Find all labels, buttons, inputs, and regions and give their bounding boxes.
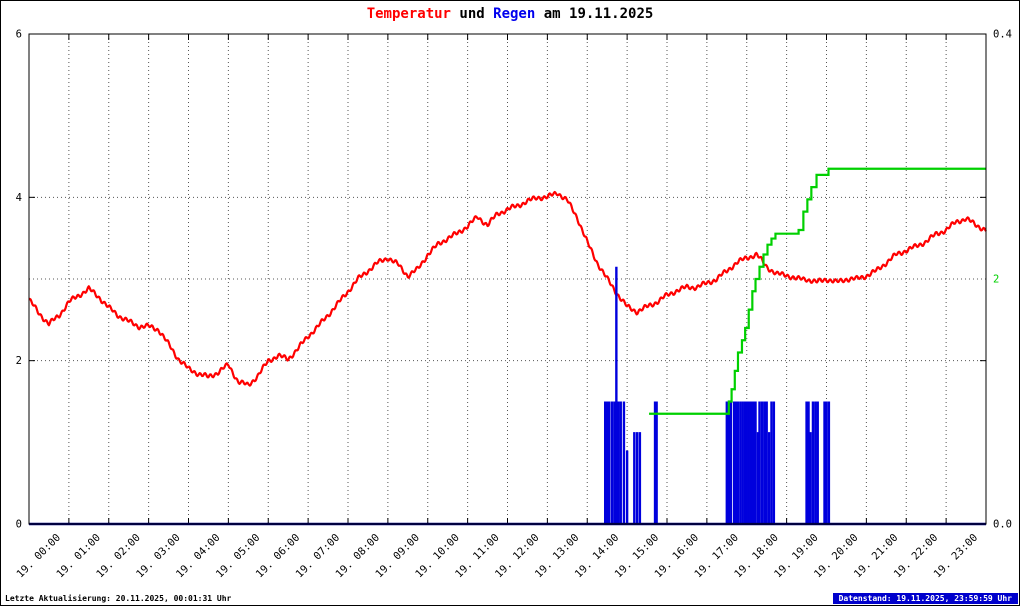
- last-update-text: Letzte Aktualisierung: 20.11.2025, 00:01…: [5, 594, 232, 603]
- rain-bar: [619, 401, 622, 524]
- rain-bar: [655, 401, 658, 524]
- rain-bar: [603, 401, 607, 524]
- rain-bar: [734, 401, 738, 524]
- rain-bar: [741, 401, 744, 524]
- y-left-label: 4: [16, 192, 22, 204]
- rain-bar: [825, 401, 828, 524]
- rain-bar: [763, 401, 766, 524]
- rain-bar: [725, 401, 729, 524]
- rain-bar: [638, 432, 642, 524]
- rain-bar: [751, 401, 754, 524]
- rain-bar: [727, 401, 731, 524]
- data-timestamp-badge: Datenstand: 19.11.2025, 23:59:59 Uhr: [832, 593, 1018, 604]
- rain-bar: [765, 401, 768, 524]
- rain-bar: [613, 401, 616, 524]
- rain-bar: [767, 432, 771, 524]
- rain-bar: [610, 401, 614, 524]
- rain-bar: [622, 401, 626, 524]
- title-date: am 19.11.2025: [535, 6, 654, 22]
- y-right-rain-label: 0.4: [993, 29, 1012, 41]
- rain-bar: [653, 401, 657, 524]
- y-left-label: 2: [16, 355, 22, 367]
- rain-bar: [823, 401, 826, 524]
- rain-bar: [732, 401, 736, 524]
- rain-bar: [607, 401, 611, 524]
- rain-bar: [729, 401, 732, 524]
- rain-bar: [635, 432, 639, 524]
- rain-bar: [625, 450, 629, 524]
- rain-bar: [745, 401, 748, 524]
- rain-bar: [760, 401, 764, 524]
- rain-bar: [615, 266, 618, 524]
- rain-sum-line: [649, 167, 986, 415]
- title-und: und: [450, 6, 494, 22]
- rain-bar: [811, 401, 815, 524]
- rain-bar: [736, 401, 740, 524]
- rain-bar: [747, 401, 750, 524]
- rain-bar: [772, 401, 776, 524]
- rain-bar: [617, 401, 620, 524]
- rain-bar: [633, 432, 636, 524]
- rain-bar: [752, 401, 756, 524]
- rain-bar: [770, 401, 773, 524]
- rain-bar: [827, 401, 831, 524]
- temperature-line: [28, 190, 987, 387]
- rain-bar: [809, 432, 812, 524]
- plot-border: [28, 33, 987, 525]
- rain-bar: [754, 401, 757, 524]
- title-regen: Regen: [493, 6, 536, 22]
- rain-bar: [805, 401, 808, 524]
- rain-bar: [739, 401, 742, 524]
- chart-title: Temperatur und Regen am 19.11.2025: [1, 6, 1019, 22]
- y-right-rain-label: 0.0: [993, 519, 1012, 531]
- rain-bar: [758, 401, 761, 524]
- rain-bar: [816, 401, 819, 524]
- y-right-sum-label: 2: [993, 274, 999, 286]
- rain-bar: [743, 401, 747, 524]
- y-left-label: 0: [16, 519, 22, 531]
- title-temperatur: Temperatur: [366, 6, 451, 22]
- rain-bar: [749, 401, 752, 524]
- y-left-label: 6: [16, 29, 22, 41]
- rain-bar: [605, 401, 609, 524]
- rain-bar: [814, 401, 817, 524]
- rain-bar: [756, 432, 760, 524]
- rain-bar: [807, 401, 810, 524]
